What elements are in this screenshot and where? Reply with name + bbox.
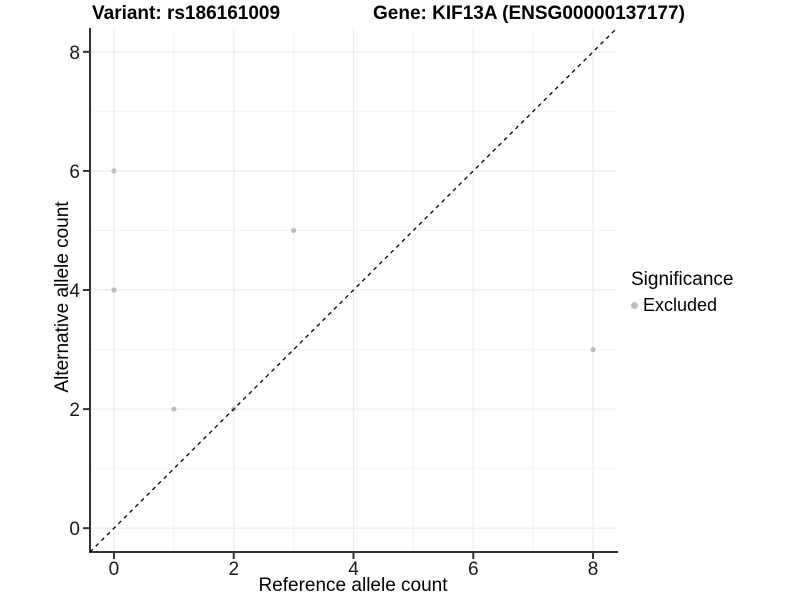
data-point [291,227,297,234]
y-tick-label: 0 [69,519,80,540]
x-axis-title: Reference allele count [258,575,448,596]
legend: Significance Excluded [631,269,733,316]
data-point [111,287,117,293]
x-tick-label: 0 [109,559,120,580]
excluded-dot-icon [631,301,638,309]
data-point [171,406,177,412]
x-tick-label: 8 [588,559,599,580]
data-point [590,346,596,353]
identity-reference-line [89,27,618,553]
y-tick-label: 4 [69,281,80,302]
y-axis-title: Alternative allele count [52,201,73,393]
data-point [111,168,117,174]
x-tick-label: 4 [348,559,359,580]
legend-title: Significance [631,269,734,290]
legend-item-label: Excluded [643,294,718,315]
legend-item-excluded: Excluded [631,294,733,316]
y-tick-label: 8 [69,43,80,64]
plot-title-gene: Gene: KIF13A (ENSG00000137177) [373,3,685,24]
y-tick-label: 2 [69,400,80,421]
x-tick-label: 6 [468,559,479,580]
x-tick-label: 2 [228,559,239,580]
y-tick-label: 6 [69,162,80,183]
plot-title-variant: Variant: rs186161009 [92,3,281,24]
